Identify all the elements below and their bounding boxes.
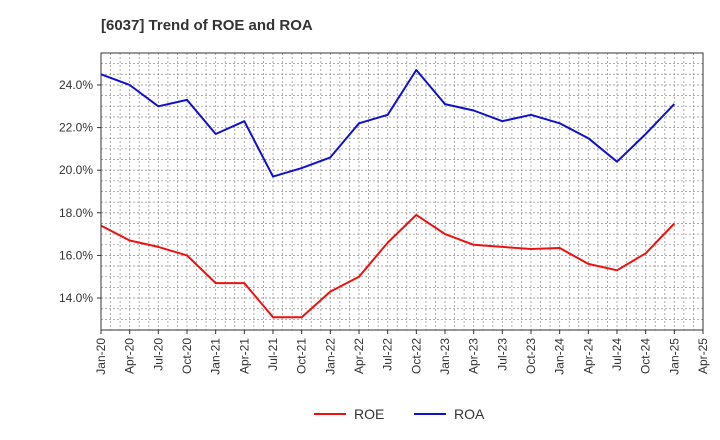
x-tick-label: Apr-20 [123, 338, 137, 374]
x-tick-label: Oct-22 [409, 338, 423, 374]
x-tick-label: Jul-20 [151, 338, 165, 371]
x-tick-label: Jul-21 [266, 338, 280, 371]
y-tick-label: 18.0% [59, 206, 93, 220]
series-line-roe [100, 213, 676, 319]
x-tick-label: Oct-20 [180, 338, 194, 374]
x-tick-label: Apr-21 [237, 338, 251, 374]
x-tick-label: Apr-22 [352, 338, 366, 374]
legend: ROE ROA [314, 406, 485, 422]
x-tick-label: Apr-24 [581, 338, 595, 374]
x-tick-label: Jul-24 [610, 338, 624, 371]
x-tick-label: Oct-24 [639, 338, 653, 374]
y-tick-label: 16.0% [59, 248, 93, 262]
legend-label-roa: ROA [454, 406, 485, 422]
grid [101, 53, 703, 330]
x-tick-label: Oct-21 [295, 338, 309, 374]
legend-label-roe: ROE [354, 406, 384, 422]
x-tick-label: Jan-22 [323, 338, 337, 375]
y-tick-label: 24.0% [59, 78, 93, 92]
x-tick-label: Jul-22 [381, 338, 395, 371]
x-tick-label: Apr-23 [467, 338, 481, 374]
y-tick-label: 20.0% [59, 163, 93, 177]
x-axis-ticks: Jan-20 Apr-20 Jul-20 Oct-20 Jan-21 Apr-21 Jul-… [94, 330, 710, 375]
x-tick-label: Oct-23 [524, 338, 538, 374]
plot-frame [100, 52, 704, 331]
x-tick-label: Jul-23 [495, 338, 509, 371]
x-tick-label: Apr-25 [696, 338, 710, 374]
x-tick-label: Jan-21 [209, 338, 223, 375]
y-tick-label: 22.0% [59, 121, 93, 135]
x-tick-label: Jan-23 [438, 338, 452, 375]
series-line-roa [100, 69, 676, 178]
x-tick-label: Jan-20 [94, 338, 108, 375]
series-lines [100, 69, 676, 319]
chart-title: [6037] Trend of ROE and ROA [101, 17, 313, 34]
x-tick-label: Jan-24 [553, 338, 567, 375]
x-tick-label: Jan-25 [667, 338, 681, 375]
y-axis-ticks: 14.0% 16.0% 18.0% 20.0% 22.0% 24.0% [59, 78, 101, 305]
y-tick-label: 14.0% [59, 291, 93, 305]
